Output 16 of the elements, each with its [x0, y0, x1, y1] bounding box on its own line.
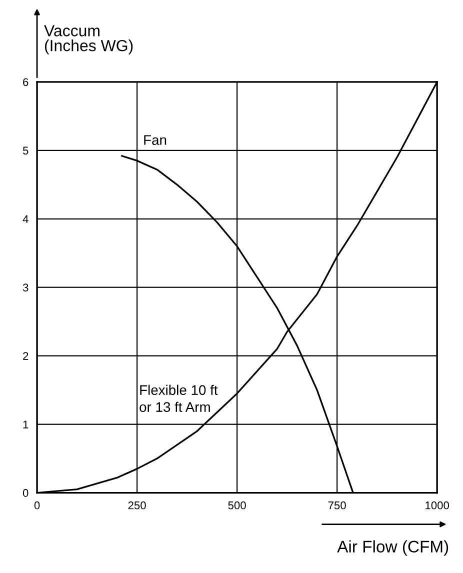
x-tick-label: 250: [128, 501, 146, 510]
x-tick-label: 500: [228, 501, 246, 510]
series-label: Flexible 10 ft or 13 ft Arm: [140, 384, 218, 412]
x-axis-title: Air Flow (CFM): [337, 540, 448, 556]
y-tick-label: 5: [22, 146, 28, 155]
y-tick-label: 3: [22, 284, 28, 292]
x-tick-label: 0: [34, 501, 40, 510]
y-tick-label: 1: [23, 420, 28, 428]
y-tick-label: 4: [22, 215, 28, 223]
y-tick-label: 6: [23, 78, 28, 86]
y-tick-label: 2: [23, 352, 28, 360]
x-tick-label: 1000: [426, 501, 449, 510]
y-tick-label: 0: [22, 489, 28, 497]
series-label: Fan: [144, 135, 166, 145]
x-tick-label: 750: [328, 501, 346, 510]
y-axis-title: Vaccum (Inches WG): [44, 25, 133, 54]
